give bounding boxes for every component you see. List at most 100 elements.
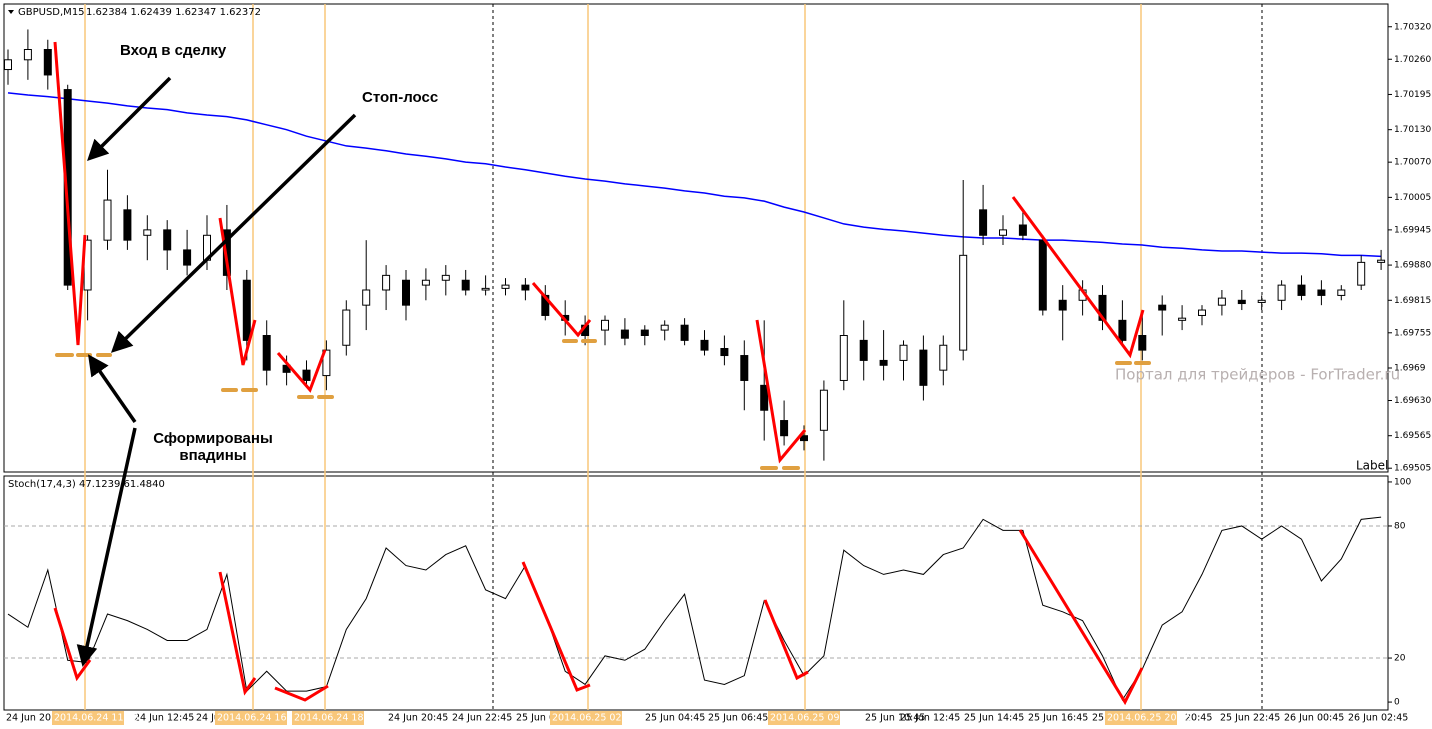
y-tick-label: 1.69880 [1394,261,1431,271]
x-tick-label: 25 Jun 22:45 [1220,713,1280,724]
menu-icon [8,10,14,14]
x-tick-label: 24 Jun 22:45 [452,713,512,724]
marker-label: 2014.06.25 09:15 [770,713,855,724]
candle-body [620,329,629,339]
label: Label [1356,459,1388,473]
indicator-title: Stoch(17,4,3) 47.1239 61.4840 [8,479,165,490]
candle-body [63,89,72,286]
y-tick-label: 1.70005 [1394,193,1431,203]
marker-label-bg [215,711,287,725]
candle-body [839,335,848,381]
candle-body [1198,309,1206,316]
y-tick-label: 1.69565 [1394,431,1431,441]
candle-body [780,420,789,437]
candle-body [879,359,888,366]
candle-body [322,349,331,377]
candle-body [382,274,391,291]
marker-label-bg [550,711,622,725]
x-tick-label: 26 Jun 00:45 [1284,713,1344,724]
annotation: Сформированы [153,430,273,447]
candle-body [1217,297,1226,306]
watermark: Портал для трейдеров - ForTrader.ru [1115,366,1400,384]
y-tick-label: 80 [1394,521,1406,531]
low-markers [55,339,1151,470]
candle-body [461,279,470,291]
candle-body [521,284,530,291]
x-tick-label: 24 Jun 12:45 [134,713,194,724]
candle-body [999,229,1007,236]
candle-body [640,329,649,337]
annotation: Стоп-лосс [362,89,438,106]
y-tick-label: 1.69815 [1394,296,1431,306]
y-tick-label: 1.70070 [1394,158,1431,168]
candle-body [899,344,908,361]
candle-body [1158,304,1167,311]
y-tick-label: 1.69755 [1394,328,1431,338]
candle-body [1118,319,1127,341]
y-tick-label: 1.69945 [1394,225,1431,235]
candle-body [760,384,769,411]
y-tick-label: 0 [1394,698,1400,708]
marker-label-bg [292,711,364,725]
candle-body [700,339,709,351]
marker-label-bg [1105,711,1177,725]
candle-body [1038,239,1047,311]
candle-body [242,279,251,341]
candle-body [302,369,311,381]
candle-body [979,209,988,236]
candle-body [1058,299,1067,311]
y-tick-label: 1.70260 [1394,55,1431,65]
candle-body [800,435,808,442]
x-tick-label: 20:45 [1185,713,1212,724]
marker-label-bg [768,711,840,725]
candle-body [402,279,410,306]
candle-body [123,209,132,241]
candle-body [1357,261,1366,286]
candle-body [1317,289,1326,296]
y-tick-label: 1.70130 [1394,125,1431,135]
candle-body [441,274,450,281]
chart-title: GBPUSD,M15 [18,7,85,18]
candle-body [959,254,968,351]
y-tick-label: 100 [1394,477,1411,487]
candle-body [1277,284,1286,301]
candle-body [1297,284,1306,296]
marker-label: 2014.06.24 16:30 [217,713,302,724]
y-tick-label: 1.69630 [1394,396,1431,406]
candle-body [919,349,928,386]
annotation: впадины [179,447,246,464]
candle-body [819,389,828,431]
x-tick-label: 25 Jun 14:45 [964,713,1024,724]
arrows [76,76,357,667]
price-panel [3,3,1389,473]
y-tick-label: 1.69505 [1394,464,1431,474]
x-tick-label: 25 Jun 12:45 [900,713,960,724]
y-tick-label: 1.70320 [1394,22,1431,32]
candle-body [362,289,371,306]
marker-label: 2014.06.25 20:15 [1107,713,1192,724]
stoch-panel [3,475,1389,711]
marker-label: 2014.06.24 11:05 [54,713,139,724]
candle-body [660,324,669,331]
x-tick-label: 25 Jun 0 [516,713,555,724]
marker-label: 2014.06.24 18:45 [294,713,379,724]
candle-body [501,284,510,289]
candle-body [1138,335,1147,351]
candle-body [1018,224,1027,236]
marker-label: 2014.06.25 02:00 [552,713,637,724]
x-tick-label: 24 Jun 20 [6,713,51,724]
x-tick-label: 24 Jun [196,713,226,724]
moving-average [7,92,1382,258]
candle-body [163,229,172,251]
candle-body [720,348,729,357]
trend-lines [53,41,1145,706]
x-tick-label: 25 Jun 10:45 [865,713,925,724]
x-tick-label: 24 Jun 20:45 [388,713,448,724]
candle-body [342,309,351,346]
candle-body [143,229,152,236]
x-tick-label: 26 Jun 02:45 [1348,713,1408,724]
candle-body [939,344,948,371]
candle-body [23,49,32,61]
candle-body [1178,317,1187,321]
